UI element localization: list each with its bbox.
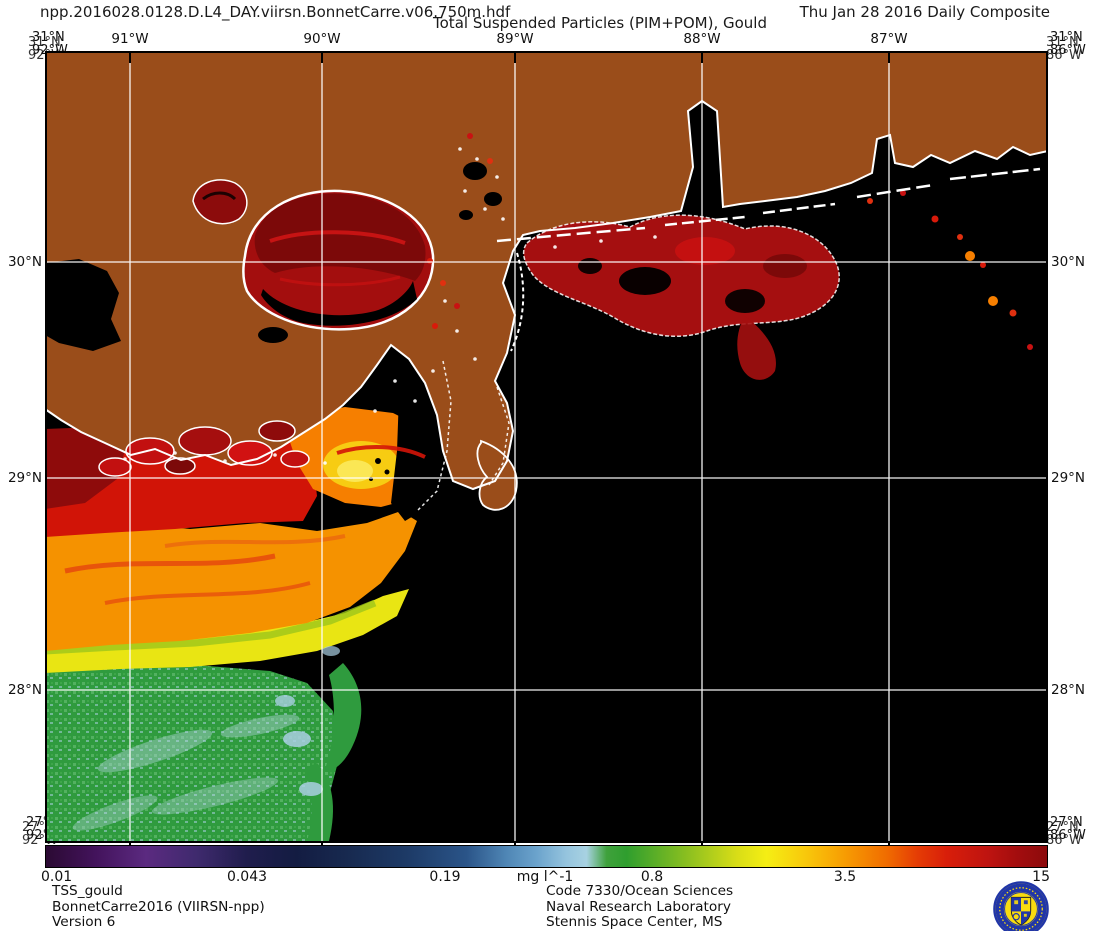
product-id: TSS_gould: [52, 883, 123, 899]
lat-tick-29n-right: 29°N: [1051, 470, 1086, 486]
cloud-patches-on-land: [45, 162, 502, 351]
turbidity-specks: [336, 133, 1033, 459]
colorbar-tick-35: 3.5: [833, 869, 857, 885]
lon-tick-89w-top: 89°W: [496, 31, 534, 47]
lat-tick-28n-right: 28°N: [1051, 682, 1086, 698]
graticule: [45, 51, 1048, 843]
colorbar-tick-019: 0.19: [429, 869, 461, 885]
nrl-seal-icon: [993, 881, 1049, 931]
lat-tick-30n-right: 30°N: [1051, 254, 1086, 270]
version-label: Version 6: [52, 914, 116, 930]
org-name: Naval Research Laboratory: [546, 898, 731, 915]
source-filename: npp.2016028.0128.D.L4_DAY.viirsn.BonnetC…: [40, 3, 511, 21]
org-code: Code 7330/Ocean Sciences: [546, 883, 734, 899]
colorbar-min-label: 0.01: [41, 869, 73, 885]
colorbar-tick-08: 0.8: [640, 869, 664, 885]
map-border: [45, 51, 1048, 843]
lon-tick-88w-top: 88°W: [683, 31, 721, 47]
lat-tick-29n-left: 29°N: [7, 470, 42, 486]
org-location: Stennis Space Center, MS: [546, 914, 723, 930]
lon-tick-91w-top: 91°W: [111, 31, 149, 47]
lat-tick-28n-left: 28°N: [7, 682, 42, 698]
lake-pontchartrain: [242, 189, 435, 331]
region-id: BonnetCarre2016 (VIIRSN-npp): [52, 898, 265, 915]
footer-product-block: TSS_gould BonnetCarre2016 (VIIRSN-npp) V…: [52, 883, 265, 931]
lat-tick-30n-left: 30°N: [7, 254, 42, 270]
lon-tick-90w-top: 90°W: [303, 31, 341, 47]
footer-org-block: Code 7330/Ocean Sciences Naval Research …: [546, 883, 734, 931]
plot-title: Total Suspended Particles (PIM+POM), Gou…: [433, 14, 767, 32]
mississippi-sound-turbid-water: [522, 214, 840, 380]
satellite-map: [45, 51, 1048, 843]
tss-colorbar: [45, 845, 1048, 868]
land-region: [45, 51, 1048, 489]
corner-label-bottom-right: 27°N 86°W 27°N 86°W: [1046, 815, 1086, 848]
coastline: [45, 99, 1048, 512]
composite-date: Thu Jan 28 2016 Daily Composite: [799, 3, 1050, 21]
marsh-speckles: [123, 147, 657, 465]
colorbar-tick-0043: 0.043: [226, 869, 268, 885]
corner-label-top-right: 31°N 86°W 31°N 86°W: [1046, 30, 1086, 63]
map-visualization: [45, 51, 1048, 843]
nrl-seal-logo: [992, 880, 1050, 931]
colorbar-max-label: 15: [1032, 869, 1050, 885]
colorbar-units-label: mg l^-1: [516, 869, 574, 885]
lon-tick-87w-top: 87°W: [870, 31, 908, 47]
lake-maurepas: [192, 179, 248, 225]
